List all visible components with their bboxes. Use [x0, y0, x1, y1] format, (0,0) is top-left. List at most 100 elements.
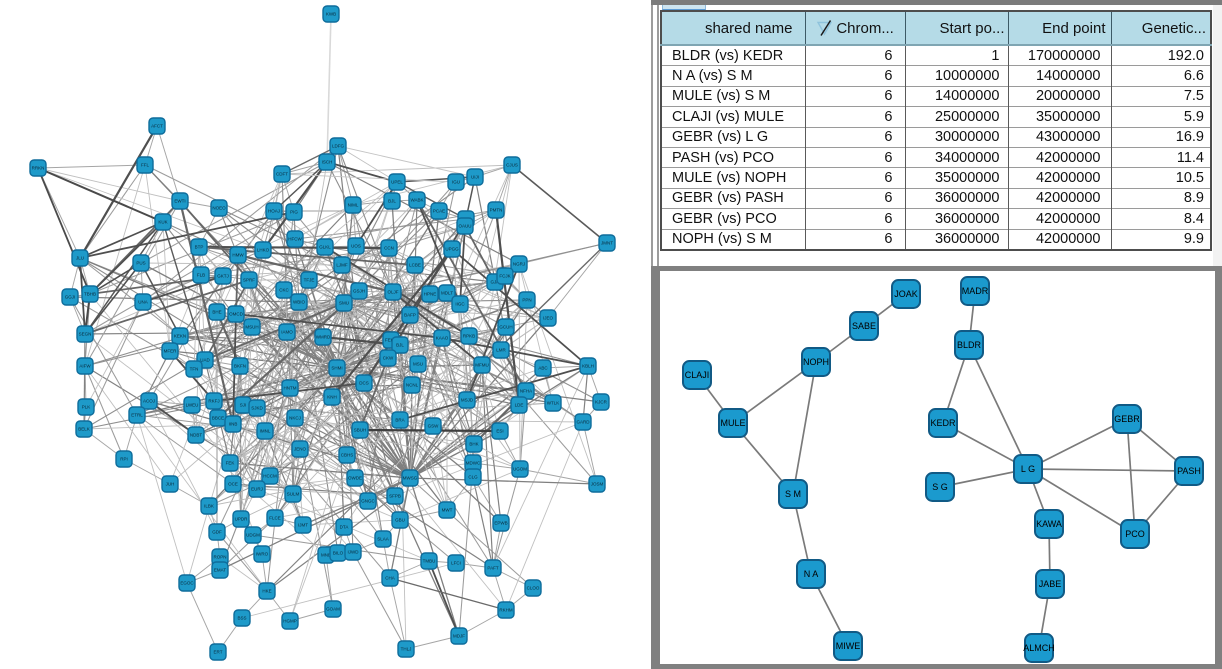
- svg-text:MSJD: MSJD: [461, 398, 474, 403]
- svg-text:SABE: SABE: [852, 321, 876, 331]
- svg-text:EMAT: EMAT: [214, 568, 226, 573]
- svg-text:NOPH: NOPH: [803, 357, 829, 367]
- svg-text:ISCH: ISCH: [322, 160, 333, 165]
- svg-text:RPKB: RPKB: [463, 334, 475, 339]
- svg-text:CLAJI: CLAJI: [685, 370, 710, 380]
- svg-text:EURJ: EURJ: [251, 487, 263, 492]
- svg-text:PIG: PIG: [290, 210, 298, 215]
- svg-text:PMTN: PMTN: [490, 208, 503, 213]
- svg-text:BRA: BRA: [395, 418, 404, 423]
- svg-text:DTA: DTA: [340, 525, 349, 530]
- svg-text:KNH: KNH: [327, 395, 337, 400]
- svg-text:GDF: GDF: [212, 530, 222, 535]
- svg-text:SJKD: SJKD: [251, 406, 263, 411]
- svg-text:UIJI: UIJI: [471, 175, 479, 180]
- svg-text:GARD: GARD: [576, 420, 590, 425]
- svg-text:NGRJ: NGRJ: [513, 262, 525, 267]
- svg-text:FLCE: FLCE: [269, 516, 281, 521]
- svg-text:KAAO: KAAO: [436, 336, 449, 341]
- svg-text:NCNL: NCNL: [406, 383, 419, 388]
- svg-text:SJI: SJI: [240, 403, 247, 408]
- svg-text:KJCR: KJCR: [595, 400, 608, 405]
- svg-text:OMCD: OMCD: [229, 312, 243, 317]
- svg-text:MULE: MULE: [720, 418, 745, 428]
- svg-text:HOAJ: HOAJ: [268, 209, 280, 214]
- svg-text:HFCW: HFCW: [288, 237, 302, 242]
- svg-text:KEDR: KEDR: [930, 418, 956, 428]
- svg-text:OLJF: OLJF: [387, 290, 398, 295]
- svg-text:BAFP: BAFP: [404, 313, 416, 318]
- svg-text:OWDE: OWDE: [348, 476, 362, 481]
- svg-text:IJMT: IJMT: [298, 523, 308, 528]
- svg-text:LHKO: LHKO: [257, 248, 270, 253]
- svg-text:WMRD: WMRD: [316, 335, 331, 340]
- svg-text:MFMU: MFMU: [475, 363, 489, 368]
- svg-text:PLK: PLK: [82, 405, 91, 410]
- svg-text:UPGG: UPGG: [445, 247, 459, 252]
- svg-text:EWTI: EWTI: [174, 199, 185, 204]
- svg-text:IIGC: IIGC: [455, 302, 465, 307]
- svg-text:CKW: CKW: [383, 356, 394, 361]
- svg-text:MDWC: MDWC: [466, 461, 481, 466]
- svg-text:LDE: LDE: [515, 403, 524, 408]
- svg-text:SFPB: SFPB: [389, 494, 401, 499]
- svg-text:BLDR: BLDR: [957, 340, 982, 350]
- svg-text:IJWD: IJWD: [348, 550, 360, 555]
- svg-text:ROPN: ROPN: [213, 555, 226, 560]
- svg-text:CHA: CHA: [385, 576, 395, 581]
- svg-text:L G: L G: [1021, 464, 1035, 474]
- svg-text:MADR: MADR: [962, 286, 989, 296]
- svg-text:BILO: BILO: [333, 551, 344, 556]
- svg-text:GLKL: GLKL: [319, 245, 331, 250]
- svg-text:CKC: CKC: [279, 288, 289, 293]
- svg-text:LFCI: LFCI: [451, 561, 461, 566]
- svg-text:JOSM: JOSM: [591, 482, 604, 487]
- svg-text:RRKN: RRKN: [32, 166, 45, 171]
- svg-text:BBCE: BBCE: [212, 416, 224, 421]
- svg-text:FLB: FLB: [197, 273, 205, 278]
- svg-text:ABC: ABC: [538, 366, 548, 371]
- svg-text:UPDR: UPDR: [235, 517, 249, 522]
- svg-text:WABK: WABK: [410, 198, 423, 203]
- svg-text:AIFW: AIFW: [79, 364, 91, 369]
- svg-text:WTLK: WTLK: [547, 401, 560, 406]
- svg-text:S G: S G: [932, 482, 948, 492]
- svg-text:BSS: BSS: [237, 616, 246, 621]
- svg-text:CBHS: CBHS: [341, 453, 354, 458]
- svg-text:ESI: ESI: [496, 429, 503, 434]
- svg-text:CLOO: CLOO: [527, 586, 540, 591]
- svg-text:SBUH: SBUH: [354, 428, 367, 433]
- svg-text:HKE: HKE: [262, 589, 271, 594]
- svg-text:GCUH: GCUH: [499, 325, 512, 330]
- svg-text:MWT: MWT: [442, 508, 453, 513]
- svg-text:FFL: FFL: [141, 163, 149, 168]
- svg-text:TMBU: TMBU: [423, 559, 436, 564]
- svg-text:WBIO: WBIO: [293, 300, 305, 305]
- svg-text:ERT: ERT: [214, 650, 223, 655]
- svg-text:N A: N A: [804, 569, 819, 579]
- svg-text:SHMI: SHMI: [331, 366, 342, 371]
- svg-text:LDFG: LDFG: [332, 144, 345, 149]
- svg-text:S M: S M: [785, 489, 801, 499]
- svg-text:MSUH: MSUH: [245, 325, 258, 330]
- svg-text:BKFN: BKFN: [234, 364, 246, 369]
- svg-text:TBHB: TBHB: [84, 292, 96, 297]
- svg-text:PUS: PUS: [136, 261, 145, 266]
- svg-text:BHE: BHE: [212, 310, 221, 315]
- svg-text:SPRF: SPRF: [243, 278, 255, 283]
- svg-text:GJN: GJN: [491, 280, 500, 285]
- svg-text:PCO: PCO: [1125, 529, 1145, 539]
- svg-text:NIML: NIML: [348, 203, 359, 208]
- svg-text:MWSG: MWSG: [403, 476, 418, 481]
- svg-text:ILBK: ILBK: [204, 504, 214, 509]
- svg-text:FCJK: FCJK: [499, 274, 510, 279]
- svg-text:IMNL: IMNL: [260, 429, 271, 434]
- svg-text:SULM: SULM: [287, 492, 300, 497]
- svg-text:ALMCH: ALMCH: [1023, 643, 1055, 653]
- svg-text:BELK: BELK: [78, 427, 90, 432]
- svg-text:UNA: UNA: [138, 300, 148, 305]
- svg-text:TFN: TFN: [190, 367, 199, 372]
- svg-text:GSJH: GSJH: [353, 289, 365, 294]
- svg-text:GGJI: GGJI: [65, 295, 76, 300]
- svg-text:HNTM: HNTM: [284, 386, 297, 391]
